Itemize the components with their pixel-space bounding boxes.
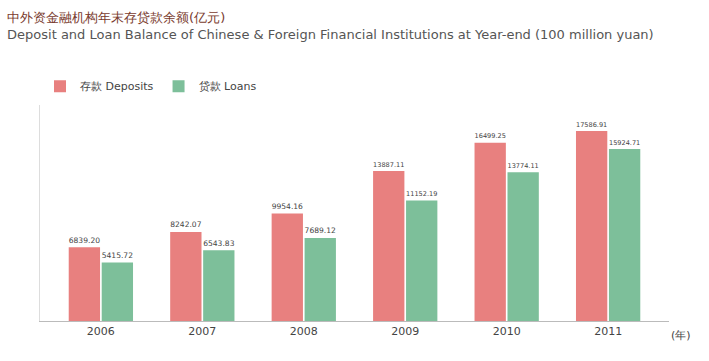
svg-text:2006: 2006 xyxy=(87,325,115,338)
svg-text:存款 Deposits: 存款 Deposits xyxy=(80,80,154,93)
svg-text:7689.12: 7689.12 xyxy=(305,226,336,235)
svg-text:2008: 2008 xyxy=(290,325,318,338)
svg-text:16499.25: 16499.25 xyxy=(475,132,506,140)
svg-text:13774.11: 13774.11 xyxy=(508,162,539,170)
svg-text:6839.20: 6839.20 xyxy=(69,236,100,245)
svg-text:5415.72: 5415.72 xyxy=(102,251,133,260)
svg-text:2010: 2010 xyxy=(493,325,521,338)
svg-text:9954.16: 9954.16 xyxy=(272,202,303,211)
svg-text:15924.71: 15924.71 xyxy=(609,139,640,147)
svg-text:17586.91: 17586.91 xyxy=(576,121,607,129)
svg-text:8242.07: 8242.07 xyxy=(170,220,201,229)
svg-text:2007: 2007 xyxy=(188,325,216,338)
svg-text:6543.83: 6543.83 xyxy=(203,239,234,248)
svg-text:2009: 2009 xyxy=(391,325,419,338)
svg-text:11152.19: 11152.19 xyxy=(406,190,437,198)
svg-text:贷款 Loans: 贷款 Loans xyxy=(199,80,257,93)
svg-text:13887.11: 13887.11 xyxy=(373,161,404,169)
svg-text:(年): (年) xyxy=(671,329,691,342)
svg-text:2011: 2011 xyxy=(594,325,622,338)
svg-text:中外资金融机构年末存贷款余额(亿元)Deposit and: 中外资金融机构年末存贷款余额(亿元)Deposit and Loan Balan… xyxy=(7,10,654,42)
